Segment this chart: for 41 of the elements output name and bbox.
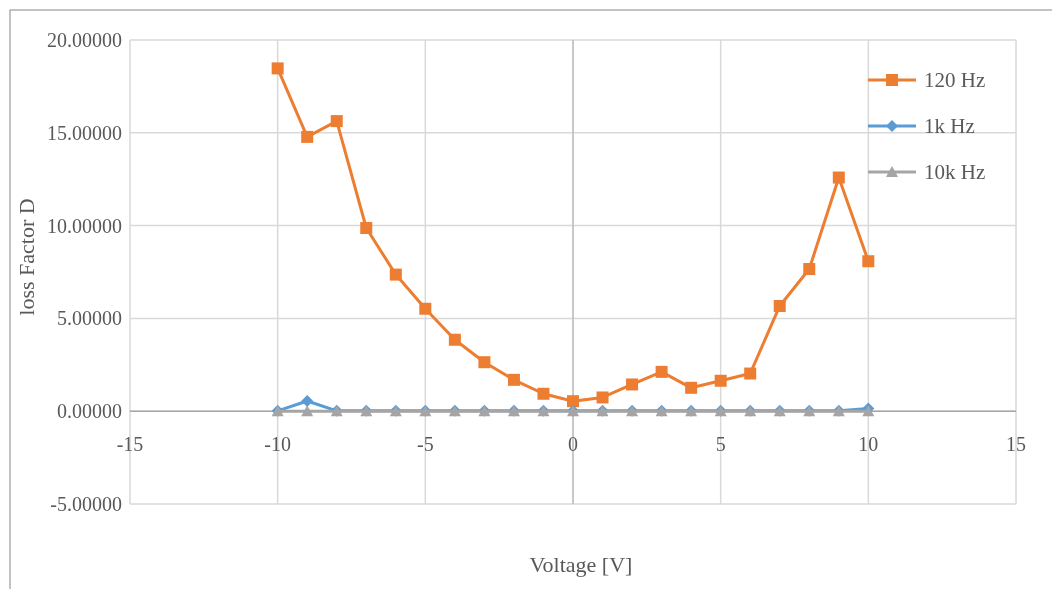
point (773, 299, 786, 312)
y-tick-label: 0.00000 (57, 400, 122, 423)
point (655, 365, 668, 378)
x-tick-label: 10 (858, 433, 879, 456)
x-tick-label: -15 (116, 433, 144, 456)
point (301, 405, 314, 417)
point (862, 255, 875, 268)
point (596, 391, 609, 404)
point (301, 394, 314, 407)
legend-label: 120 Hz (924, 68, 986, 92)
x-tick-label: 0 (568, 433, 578, 456)
point (271, 62, 284, 75)
point (448, 333, 461, 346)
point (832, 171, 845, 184)
x-tick-label: 15 (1006, 433, 1026, 456)
y-tick-label: 5.00000 (57, 307, 122, 330)
point (360, 222, 373, 235)
point (567, 395, 579, 408)
point (389, 268, 402, 281)
y-tick-label: 15.00000 (47, 121, 122, 144)
legend-label: 10k Hz (924, 160, 986, 184)
y-tick-label: -5.00000 (50, 493, 122, 515)
point (803, 263, 816, 276)
y-tick-label: 10.00000 (47, 214, 122, 237)
point (537, 387, 550, 400)
x-axis-title: Voltage [V] (529, 552, 633, 577)
point (685, 381, 698, 394)
point (419, 302, 432, 315)
point (744, 367, 757, 380)
y-axis-title: loss Factor D (14, 198, 39, 316)
point (478, 356, 491, 369)
x-tick-label: -5 (417, 433, 434, 456)
legend-label: 1k Hz (924, 114, 975, 138)
y-tick-label: 20.00000 (47, 29, 122, 51)
point (626, 378, 639, 391)
point (301, 130, 314, 143)
point (714, 374, 727, 387)
x-tick-label: 5 (715, 433, 726, 456)
point (330, 115, 343, 128)
x-tick-label: -10 (264, 433, 291, 456)
point (507, 373, 520, 386)
